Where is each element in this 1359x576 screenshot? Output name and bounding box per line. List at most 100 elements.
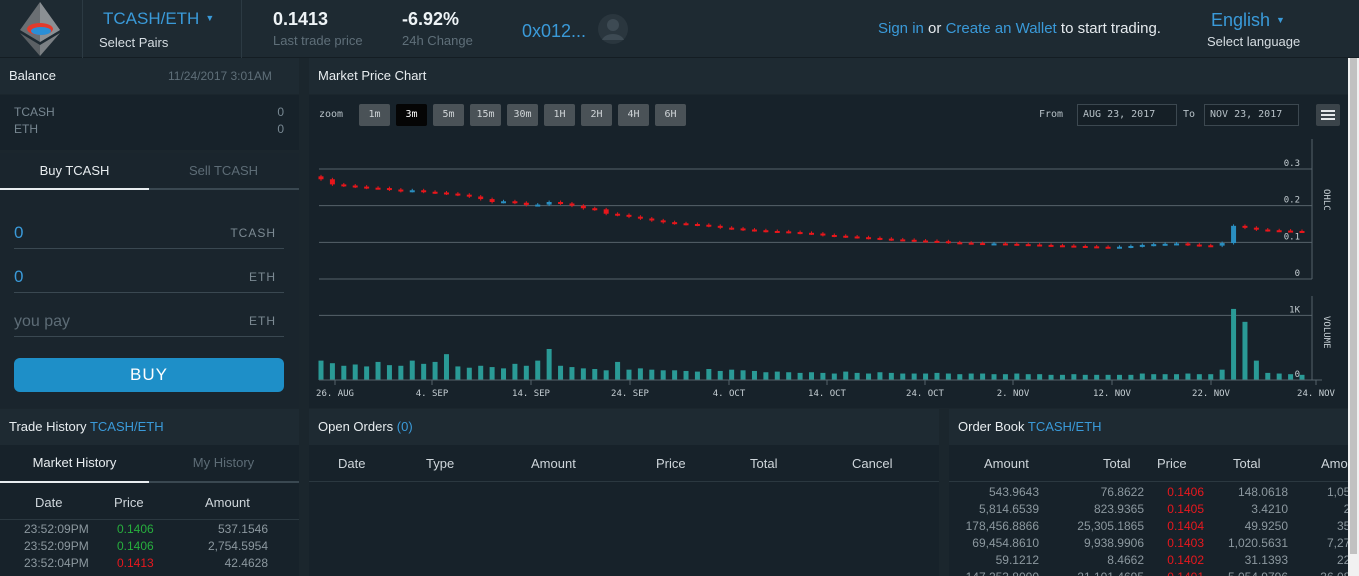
candle-body: [637, 216, 643, 219]
price-chart[interactable]: 0 0.1 0.2 0.3 OHLC 0 1K VOLUME 26. AUG 4. SEP 14. …: [309, 131, 1348, 408]
select-language-label: Select language: [1207, 34, 1301, 49]
volume-bar: [1162, 374, 1168, 380]
candle-body: [854, 236, 860, 239]
create-wallet-link[interactable]: Create an Wallet: [945, 20, 1057, 37]
candle-body: [1162, 243, 1168, 246]
balance-asset: ETH: [14, 122, 38, 136]
volume-bar: [694, 371, 700, 380]
amount-field[interactable]: 0 TCASH: [14, 221, 284, 249]
order-book-total: 25,305.1865: [1077, 519, 1144, 533]
scrollbar-thumb[interactable]: [1350, 58, 1357, 554]
sign-in-prompt: Sign in or Create an Wallet to start tra…: [878, 20, 1161, 37]
order-book-row[interactable]: 178,456.886625,305.18650.140449.9250355.…: [949, 519, 1359, 536]
volume-bar: [683, 370, 689, 380]
language-selector[interactable]: English ▼: [1211, 10, 1285, 31]
sign-in-link[interactable]: Sign in: [878, 20, 924, 37]
zoom-button-1h[interactable]: 1H: [544, 104, 575, 126]
volume-bar: [1037, 374, 1043, 380]
wallet-address[interactable]: 0x012...: [522, 21, 587, 41]
order-book-amount: 5,814.6539: [978, 502, 1039, 516]
candle-body: [523, 202, 529, 205]
last-trade-price: 0.1413: [273, 9, 329, 29]
tab-my-history[interactable]: My History: [192, 455, 255, 470]
page-scrollbar[interactable]: [1348, 58, 1359, 576]
balance-value: 0: [277, 105, 284, 119]
header-divider: [82, 0, 83, 58]
candle-body: [364, 186, 370, 189]
pay-unit: ETH: [249, 314, 276, 328]
volume-bar: [1265, 372, 1271, 380]
pay-field[interactable]: you pay ETH: [14, 309, 284, 337]
price-unit: ETH: [249, 270, 276, 284]
volume-bar: [911, 373, 917, 380]
zoom-button-15m[interactable]: 15m: [470, 104, 501, 126]
balance-asset: TCASH: [14, 105, 55, 119]
candle-body: [1082, 246, 1088, 248]
tab-market-history[interactable]: Market History: [0, 445, 149, 483]
trade-form: Buy TCASH Sell TCASH 0 TCASH 0 ETH you p…: [0, 153, 299, 408]
candle-body: [1231, 225, 1237, 244]
zoom-button-1m[interactable]: 1m: [359, 104, 390, 126]
zoom-button-5m[interactable]: 5m: [433, 104, 464, 126]
volume-bar: [512, 363, 518, 380]
tab-buy[interactable]: Buy TCASH: [0, 153, 149, 190]
trade-price: 0.1413: [117, 556, 154, 570]
candle-body: [1196, 244, 1202, 247]
order-book-header: Order Book TCASH/ETH: [949, 409, 1348, 445]
volume-bar: [968, 373, 974, 380]
column-header-price: Price: [114, 495, 144, 510]
volume-bar: [957, 374, 963, 380]
trade-date: 23:52:04PM: [24, 556, 89, 570]
from-date-input[interactable]: AUG 23, 2017: [1077, 104, 1177, 126]
order-book-total-ask: 148.0618: [1237, 485, 1288, 499]
volume-bar: [774, 371, 780, 380]
candle-body: [1265, 229, 1271, 232]
order-book-amount: 147,253.8000: [966, 570, 1039, 576]
zoom-button-6h[interactable]: 6H: [655, 104, 686, 126]
balance-timestamp: 11/24/2017 3:01AM: [168, 69, 272, 83]
balance-row: ETH 0: [14, 122, 284, 136]
order-book-row[interactable]: 69,454.8610 9,938.9906 0.1403 1,020.5631 7,2…: [949, 536, 1359, 553]
amount-value: 0: [14, 223, 24, 242]
volume-bar: [1002, 374, 1008, 380]
price-field[interactable]: 0 ETH: [14, 265, 284, 293]
zoom-button-30m[interactable]: 30m: [507, 104, 538, 126]
order-book-row[interactable]: 147,253.8000 21,101.4695 0.1401 5,054.9796 3…: [949, 570, 1359, 576]
chart-menu-icon[interactable]: [1316, 104, 1340, 126]
ethereum-logo-icon[interactable]: [14, 0, 66, 58]
candle-body: [1094, 246, 1100, 249]
price-value: 0: [14, 267, 24, 286]
to-date-input[interactable]: NOV 23, 2017: [1204, 104, 1299, 126]
volume-bar: [786, 372, 792, 380]
pair-selector[interactable]: TCASH/ETH ▼: [103, 9, 214, 29]
order-book-total: 9,938.9906: [1083, 536, 1144, 550]
candle-body: [1128, 246, 1134, 248]
order-book-price: 0.1401: [1167, 570, 1204, 576]
trade-history-pair: TCASH/ETH: [89, 419, 164, 434]
zoom-button-2h[interactable]: 2H: [581, 104, 612, 126]
candle-body: [352, 185, 358, 188]
volume-bar: [649, 369, 655, 380]
zoom-button-3m[interactable]: 3m: [396, 104, 427, 126]
volume-bar: [900, 373, 906, 380]
zoom-label: zoom: [319, 109, 344, 120]
volume-bar: [569, 367, 575, 380]
price-tick-label: 0: [1295, 269, 1300, 279]
candle-body: [626, 214, 632, 217]
volume-bar: [455, 366, 461, 380]
x-tick-label: 4. SEP: [416, 389, 449, 399]
candle-body: [375, 187, 381, 190]
volume-bar: [1196, 374, 1202, 380]
volume-bar: [672, 370, 678, 380]
chart-title: Market Price Chart: [318, 68, 427, 83]
candle-body: [1059, 245, 1065, 248]
volume-tick-label: 0: [1295, 370, 1300, 380]
tab-sell[interactable]: Sell TCASH: [188, 163, 259, 178]
buy-button[interactable]: BUY: [14, 358, 284, 392]
zoom-button-4h[interactable]: 4H: [618, 104, 649, 126]
user-avatar-icon[interactable]: [597, 13, 629, 45]
volume-bar: [501, 368, 507, 380]
